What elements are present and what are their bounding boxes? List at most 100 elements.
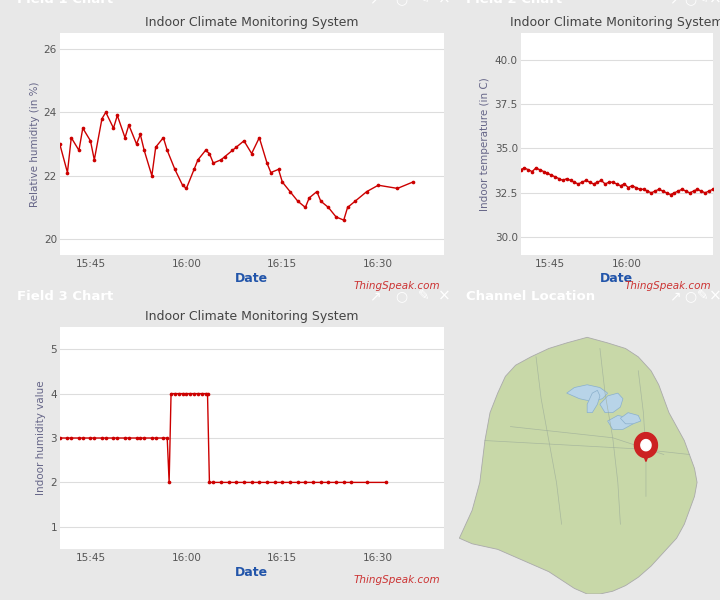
Point bbox=[623, 183, 634, 193]
Title: Indoor Climate Monitoring System: Indoor Climate Monitoring System bbox=[145, 16, 359, 29]
Point bbox=[618, 179, 630, 189]
Text: ×: × bbox=[438, 0, 450, 7]
Point bbox=[300, 203, 311, 212]
Point bbox=[607, 178, 618, 187]
Point bbox=[592, 178, 603, 187]
Point bbox=[380, 478, 392, 487]
Point bbox=[100, 107, 112, 117]
Point bbox=[200, 389, 212, 398]
Point bbox=[189, 164, 200, 174]
Point bbox=[200, 146, 212, 155]
Point bbox=[707, 184, 719, 194]
Point bbox=[300, 478, 311, 487]
Point bbox=[638, 184, 649, 194]
Point bbox=[276, 478, 288, 487]
Point bbox=[89, 433, 100, 443]
Point bbox=[158, 433, 169, 443]
Point bbox=[526, 167, 538, 176]
Point bbox=[615, 181, 626, 191]
Point bbox=[158, 133, 169, 142]
Point bbox=[223, 478, 235, 487]
Point bbox=[669, 188, 680, 197]
Point bbox=[569, 178, 580, 187]
Point bbox=[227, 146, 238, 155]
Point bbox=[711, 186, 720, 196]
Point bbox=[653, 184, 665, 194]
Point bbox=[246, 478, 258, 487]
Point bbox=[146, 433, 158, 443]
Polygon shape bbox=[588, 391, 600, 413]
Point bbox=[189, 389, 200, 398]
Point bbox=[292, 478, 303, 487]
Point bbox=[123, 120, 135, 130]
Text: ✎: ✎ bbox=[418, 0, 429, 7]
Point bbox=[131, 139, 143, 149]
Point bbox=[696, 186, 707, 196]
Point bbox=[120, 133, 131, 142]
Polygon shape bbox=[600, 393, 623, 413]
Point bbox=[161, 433, 173, 443]
Point bbox=[77, 124, 89, 133]
Point bbox=[276, 177, 288, 187]
Point bbox=[303, 193, 315, 203]
Point bbox=[680, 186, 692, 196]
Point bbox=[338, 478, 349, 487]
Point bbox=[530, 163, 541, 173]
Point bbox=[85, 136, 96, 146]
Point bbox=[192, 155, 204, 164]
Point bbox=[66, 133, 77, 142]
X-axis label: Date: Date bbox=[600, 272, 634, 285]
Point bbox=[112, 433, 123, 443]
Point bbox=[595, 176, 607, 185]
Point bbox=[181, 389, 192, 398]
Point bbox=[315, 478, 326, 487]
Point bbox=[135, 433, 146, 443]
Point bbox=[169, 164, 181, 174]
Point bbox=[642, 186, 653, 196]
Point bbox=[564, 176, 576, 185]
Point bbox=[77, 433, 89, 443]
Point bbox=[646, 188, 657, 197]
Point bbox=[599, 179, 611, 189]
Point bbox=[273, 164, 284, 174]
Text: ✎: ✎ bbox=[697, 289, 708, 304]
Point bbox=[684, 188, 696, 197]
Point bbox=[580, 176, 592, 185]
Text: ○: ○ bbox=[684, 289, 696, 304]
Point bbox=[54, 433, 66, 443]
Point bbox=[265, 168, 276, 178]
Polygon shape bbox=[640, 445, 652, 461]
Point bbox=[611, 179, 622, 189]
Point bbox=[626, 181, 638, 191]
Point bbox=[692, 184, 703, 194]
Point bbox=[96, 114, 108, 124]
Point bbox=[311, 187, 323, 196]
Point bbox=[146, 171, 158, 181]
Point bbox=[230, 478, 242, 487]
Point bbox=[150, 433, 161, 443]
Point bbox=[131, 433, 143, 443]
Point bbox=[120, 433, 131, 443]
Point bbox=[202, 389, 213, 398]
Y-axis label: Indoor humidity value: Indoor humidity value bbox=[36, 380, 46, 496]
Point bbox=[553, 174, 564, 184]
Point bbox=[62, 168, 73, 178]
Point bbox=[715, 188, 720, 197]
Point bbox=[66, 433, 77, 443]
Point bbox=[184, 389, 196, 398]
Point bbox=[163, 478, 175, 487]
Point bbox=[649, 186, 661, 196]
Point bbox=[100, 433, 112, 443]
Point bbox=[323, 478, 334, 487]
Point bbox=[230, 142, 242, 152]
Point bbox=[112, 110, 123, 120]
Text: ✎: ✎ bbox=[418, 289, 429, 304]
Point bbox=[323, 203, 334, 212]
Point bbox=[549, 172, 561, 182]
Y-axis label: Indoor temperature (in C): Indoor temperature (in C) bbox=[480, 77, 490, 211]
Point bbox=[688, 186, 699, 196]
Text: ○: ○ bbox=[395, 289, 408, 304]
Point bbox=[89, 155, 100, 164]
Text: ↗: ↗ bbox=[369, 289, 380, 304]
Point bbox=[699, 188, 711, 197]
